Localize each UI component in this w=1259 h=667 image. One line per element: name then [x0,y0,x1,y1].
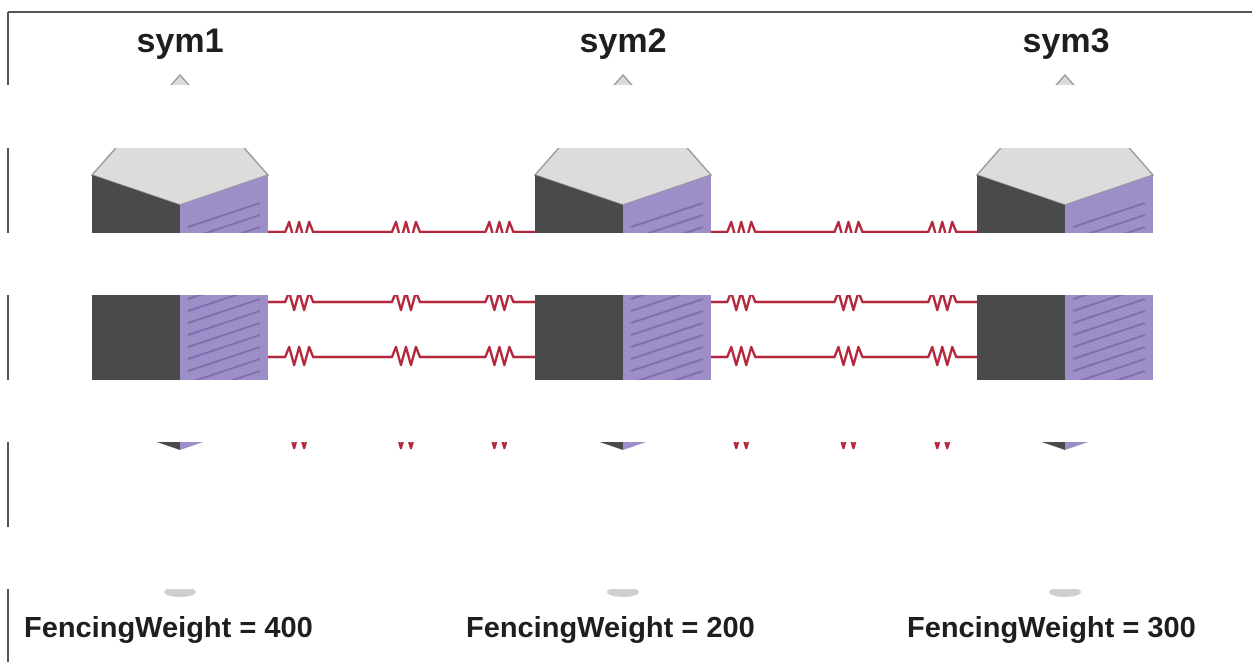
server-drive-slot [187,346,261,372]
blank-band-4 [0,527,1259,589]
servers [90,73,1155,597]
server-base [164,587,196,597]
server-drive-slot [187,310,261,336]
server-drive-slot [630,298,704,324]
server-drive-slot [1072,334,1146,360]
server-drive-slot [630,310,704,336]
server-base [607,587,639,597]
fencing-weight-sym1: FencingWeight = 400 [24,612,313,644]
server-drive-slot [630,334,704,360]
server-base [1049,587,1081,597]
heartbeat-link-6 [710,345,978,367]
fencing-weight-sym3: FencingWeight = 300 [907,612,1196,644]
server-drive-slot [630,346,704,372]
server-drive-slot [1072,202,1146,228]
node-label-sym3: sym3 [1022,22,1110,60]
node-label-sym2: sym2 [579,22,667,60]
blank-band-3 [0,380,1259,442]
blank-band-2 [0,233,1259,295]
server-drive-slot [1072,310,1146,336]
heartbeat-link-4 [710,220,978,242]
server-drive-slot [630,202,704,228]
server-icon [975,73,1155,597]
node-label-sym1: sym1 [136,22,224,60]
server-drive-slot [187,202,261,228]
server-drive-slot [1072,298,1146,324]
heartbeat-link-2 [268,345,535,367]
blank-band-1 [0,85,1259,148]
server-drive-slot [1072,358,1146,384]
server-drive-slot [187,334,261,360]
server-drive-slot [630,358,704,384]
server-drive-slot [187,358,261,384]
server-icon [90,73,270,597]
server-drive-slot [187,322,261,348]
server-drive-slot [187,298,261,324]
server-drive-slot [1072,322,1146,348]
server-drive-slot [630,322,704,348]
heartbeat-link-0 [268,220,535,242]
server-drive-slot [1072,346,1146,372]
server-icon [533,73,713,597]
fencing-weight-sym2: FencingWeight = 200 [466,612,755,644]
